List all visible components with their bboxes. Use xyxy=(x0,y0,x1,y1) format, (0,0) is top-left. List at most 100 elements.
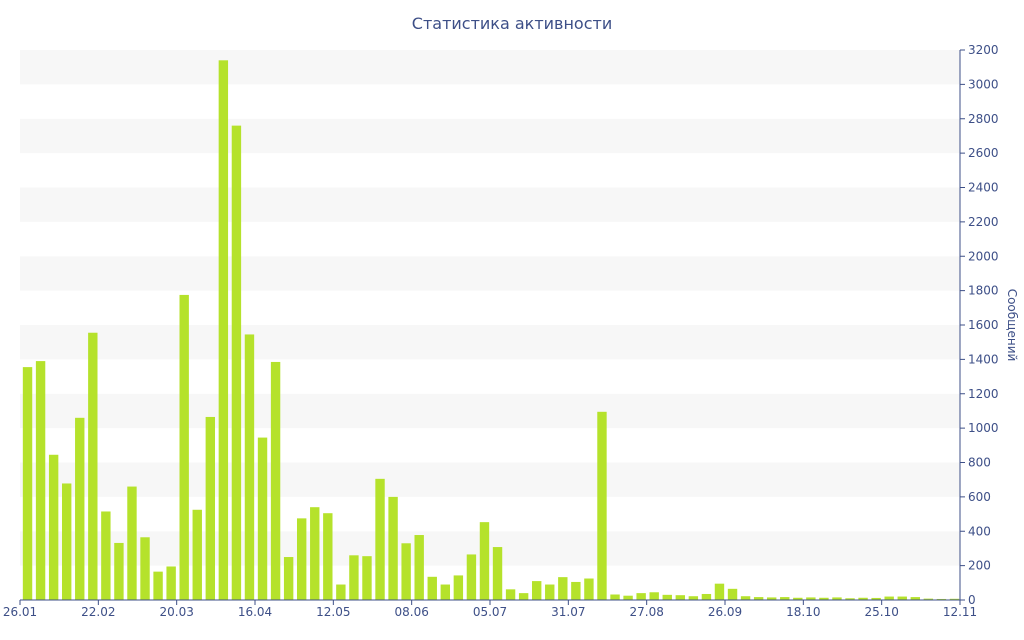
grid-band xyxy=(20,462,960,497)
bar xyxy=(323,513,333,600)
x-tick-label: 08.06 xyxy=(394,605,428,619)
bar xyxy=(858,597,868,600)
bar xyxy=(714,583,725,600)
y-tick-label: 1800 xyxy=(968,284,999,298)
y-tick-label: 1400 xyxy=(968,352,999,366)
bar xyxy=(558,577,568,600)
grid-band xyxy=(20,84,960,119)
y-tick-label: 800 xyxy=(968,456,991,470)
bar xyxy=(545,584,555,600)
bar xyxy=(244,334,255,600)
bar xyxy=(414,535,424,600)
bar xyxy=(610,594,620,600)
grid-band xyxy=(20,256,960,291)
bar xyxy=(75,417,85,600)
x-tick-label: 26.01 xyxy=(3,605,37,619)
y-tick-label: 1000 xyxy=(968,421,999,435)
bar xyxy=(388,496,398,601)
x-tick-label: 18.10 xyxy=(786,605,820,619)
bar xyxy=(949,598,960,600)
grid-band xyxy=(20,187,960,222)
y-tick-label: 2800 xyxy=(968,112,999,126)
bar xyxy=(584,578,594,600)
x-tick-label: 26.09 xyxy=(708,605,742,619)
bar xyxy=(270,361,281,600)
grid-band xyxy=(20,393,960,429)
grid-band xyxy=(20,359,960,394)
y-tick-label: 1600 xyxy=(968,318,999,332)
bar xyxy=(766,597,777,600)
bar xyxy=(571,581,581,600)
x-tick-label: 27.08 xyxy=(629,605,663,619)
bar xyxy=(531,581,542,600)
axes-group xyxy=(19,49,965,605)
grid-band xyxy=(20,496,960,532)
bar xyxy=(923,598,934,601)
bar xyxy=(623,595,633,600)
bar xyxy=(440,584,451,600)
bar xyxy=(296,518,307,600)
bars-group xyxy=(22,60,960,601)
grid-band xyxy=(20,531,960,566)
y-tick-label: 200 xyxy=(968,559,991,573)
x-tick-label: 20.03 xyxy=(159,605,193,619)
x-tick-label: 22.02 xyxy=(81,605,115,619)
bar xyxy=(283,557,294,600)
bar xyxy=(427,576,437,600)
bar xyxy=(35,361,46,600)
bar xyxy=(375,478,385,600)
y-tick-label: 2400 xyxy=(968,181,999,195)
bar xyxy=(479,522,490,600)
bar xyxy=(832,597,842,600)
grid-bands xyxy=(20,50,960,600)
y-tick-label: 3000 xyxy=(968,77,999,91)
x-tick-label: 05.07 xyxy=(473,605,507,619)
bar xyxy=(492,547,503,600)
bar xyxy=(466,554,477,600)
grid-band xyxy=(20,565,960,600)
y-tick-label: 1200 xyxy=(968,387,999,401)
grid-band xyxy=(20,290,960,325)
bar xyxy=(48,454,59,600)
bar xyxy=(22,367,33,600)
grid-band xyxy=(20,428,960,463)
bar xyxy=(662,594,672,600)
bar xyxy=(218,60,229,601)
bar xyxy=(336,584,346,600)
bar xyxy=(753,597,764,600)
y-tick-label: 2600 xyxy=(968,146,999,160)
bar xyxy=(806,597,816,600)
bar xyxy=(349,555,359,600)
bar xyxy=(884,596,894,600)
bar xyxy=(505,589,516,600)
bar xyxy=(636,593,646,601)
grid-band xyxy=(20,325,960,360)
grid-band xyxy=(20,50,960,85)
y-tick-label: 3200 xyxy=(968,43,999,57)
bar xyxy=(401,543,411,600)
bar xyxy=(205,416,216,600)
bar xyxy=(897,596,907,600)
bar xyxy=(140,537,150,600)
bar xyxy=(727,588,738,600)
bar xyxy=(518,593,529,601)
bar xyxy=(127,486,137,600)
bar xyxy=(936,598,947,600)
x-tick-label: 12.05 xyxy=(316,605,350,619)
bar xyxy=(793,597,803,600)
bar xyxy=(101,511,111,600)
bar xyxy=(780,597,790,600)
bar xyxy=(453,575,464,600)
chart-title: Статистика активности xyxy=(411,14,613,33)
bar xyxy=(114,542,124,600)
x-tick-label: 16.04 xyxy=(238,605,272,619)
grid-band xyxy=(20,221,960,257)
y-tick-label: 400 xyxy=(968,524,991,538)
bar xyxy=(153,571,163,600)
bar xyxy=(231,125,242,601)
grid-band xyxy=(20,118,960,154)
x-tick-label: 25.10 xyxy=(864,605,898,619)
y-axis-label: Сообщений xyxy=(1005,289,1019,362)
y-tick-label: 2000 xyxy=(968,249,999,263)
